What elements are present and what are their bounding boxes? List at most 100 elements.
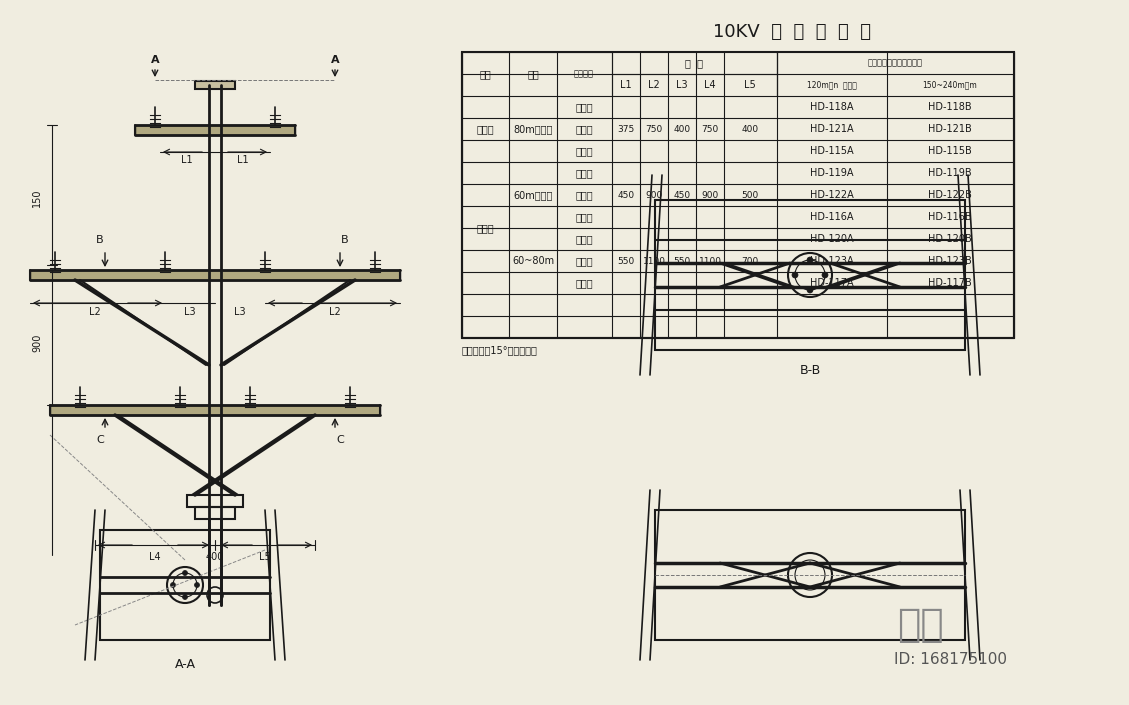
Text: HD-117B: HD-117B — [928, 278, 972, 288]
Text: L2: L2 — [330, 307, 341, 317]
Text: 1100: 1100 — [642, 257, 665, 266]
Text: L5: L5 — [744, 80, 756, 90]
Text: A: A — [150, 55, 159, 65]
Text: 横担名称: 横担名称 — [574, 70, 594, 78]
Text: HD-116A: HD-116A — [811, 212, 854, 222]
Text: 750: 750 — [646, 125, 663, 133]
Text: C: C — [96, 435, 104, 445]
Text: 对应导线截面的横担型号: 对应导线截面的横担型号 — [867, 59, 922, 68]
Bar — [695, 52, 697, 74]
Text: 10KV  横  担  选  型  表: 10KV 横 担 选 型 表 — [714, 23, 870, 41]
Text: 550: 550 — [618, 257, 634, 266]
Circle shape — [807, 287, 813, 293]
Text: 中横担: 中横担 — [575, 190, 593, 200]
Text: 900: 900 — [32, 333, 42, 352]
Text: 450: 450 — [618, 190, 634, 200]
Text: 裸导线: 裸导线 — [476, 223, 493, 233]
Text: 上横担: 上横担 — [575, 234, 593, 244]
Bar — [463, 162, 508, 184]
Bar — [723, 52, 725, 74]
Circle shape — [194, 582, 200, 587]
Bar — [510, 118, 555, 140]
Text: 线道: 线道 — [479, 69, 491, 79]
Bar — [655, 510, 965, 640]
Text: L1: L1 — [620, 80, 632, 90]
Text: 900: 900 — [701, 190, 719, 200]
Text: HD-123A: HD-123A — [811, 256, 854, 266]
Bar — [100, 530, 270, 640]
Text: L2: L2 — [89, 307, 100, 317]
Text: HD-115B: HD-115B — [928, 146, 972, 156]
Text: HD-121A: HD-121A — [811, 124, 854, 134]
Text: L5: L5 — [260, 552, 271, 562]
Text: 中横担: 中横担 — [575, 256, 593, 266]
Text: HD-122A: HD-122A — [811, 190, 854, 200]
Bar — [463, 118, 508, 140]
Text: 上横担: 上横担 — [575, 168, 593, 178]
Text: 750: 750 — [701, 125, 719, 133]
Text: 400: 400 — [673, 125, 691, 133]
Text: HD-120A: HD-120A — [811, 234, 854, 244]
Text: 550: 550 — [673, 257, 691, 266]
Text: 尺  寸: 尺 寸 — [685, 58, 703, 68]
Bar — [510, 250, 555, 272]
Bar — [510, 184, 555, 206]
Text: L1: L1 — [181, 155, 193, 165]
Bar — [30, 270, 400, 280]
Circle shape — [793, 272, 798, 278]
Text: 上横担: 上横担 — [575, 102, 593, 112]
Bar — [667, 52, 669, 74]
Text: 档距: 档距 — [527, 69, 539, 79]
Text: HD-115A: HD-115A — [811, 146, 854, 156]
Text: 中横担: 中横担 — [575, 124, 593, 134]
Text: L3: L3 — [184, 307, 195, 317]
Text: 下横担: 下横担 — [575, 146, 593, 156]
Bar — [135, 125, 295, 135]
Text: A-A: A-A — [175, 658, 195, 671]
Bar — [463, 206, 508, 228]
Text: HD-118B: HD-118B — [928, 102, 972, 112]
Text: ID: 168175100: ID: 168175100 — [893, 653, 1006, 668]
Text: 375: 375 — [618, 125, 634, 133]
Bar — [510, 96, 555, 118]
Text: 说明：斜于15°以下坡角。: 说明：斜于15°以下坡角。 — [462, 345, 537, 355]
Text: 700: 700 — [742, 257, 759, 266]
Text: L1: L1 — [237, 155, 248, 165]
Text: HD-120B: HD-120B — [928, 234, 972, 244]
Text: C: C — [336, 435, 344, 445]
Bar — [613, 52, 776, 74]
Text: 400: 400 — [742, 125, 759, 133]
Bar — [195, 507, 235, 519]
Bar — [886, 52, 889, 74]
Bar — [462, 52, 1014, 338]
Text: 下横担: 下横担 — [575, 278, 593, 288]
Circle shape — [183, 594, 187, 599]
Text: A: A — [331, 55, 340, 65]
Circle shape — [170, 582, 175, 587]
Text: B: B — [341, 235, 349, 245]
Bar — [463, 250, 508, 272]
Circle shape — [822, 272, 828, 278]
Text: B: B — [96, 235, 104, 245]
Text: 150~240m㎡m: 150~240m㎡m — [922, 80, 978, 90]
Text: 绝缘线: 绝缘线 — [476, 124, 493, 134]
Bar — [639, 52, 641, 74]
Bar — [463, 184, 508, 206]
Text: 150: 150 — [32, 189, 42, 207]
Text: HD-116B: HD-116B — [928, 212, 972, 222]
Text: 知末: 知末 — [896, 606, 944, 644]
Bar — [510, 162, 555, 184]
Text: L3: L3 — [234, 307, 246, 317]
Text: HD-119A: HD-119A — [811, 168, 854, 178]
Bar — [50, 405, 380, 415]
Text: L3: L3 — [676, 80, 688, 90]
Text: 900: 900 — [646, 190, 663, 200]
Bar — [463, 96, 508, 118]
Text: B-B: B-B — [799, 364, 821, 376]
Bar — [187, 495, 243, 507]
Bar — [655, 200, 965, 350]
Circle shape — [807, 257, 813, 263]
Text: 120m㎡n  及以下: 120m㎡n 及以下 — [807, 80, 857, 90]
Bar — [195, 81, 235, 89]
Text: 450: 450 — [673, 190, 691, 200]
